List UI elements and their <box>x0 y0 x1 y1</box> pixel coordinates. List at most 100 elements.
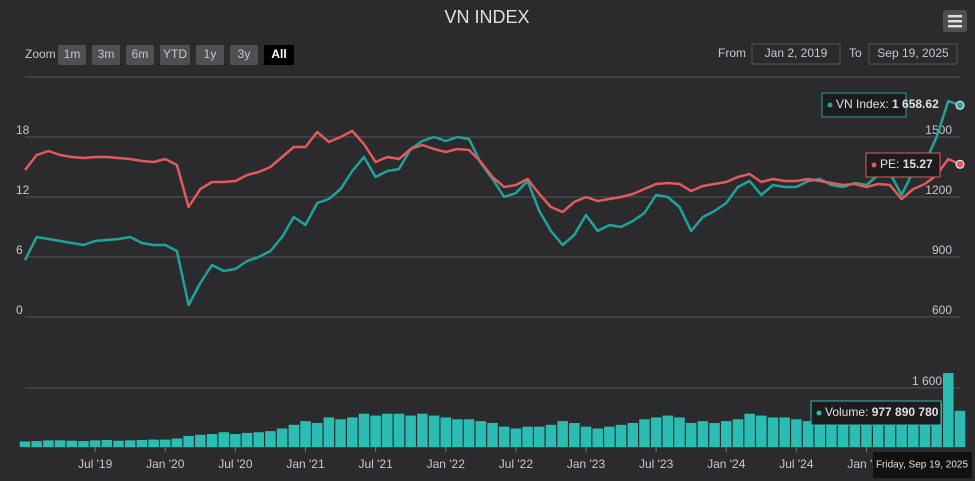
volume-bar <box>627 422 639 447</box>
volume-bar <box>744 413 755 447</box>
volume-bar <box>136 439 148 447</box>
zoom-button-label: YTD <box>163 47 187 61</box>
volume-bar <box>674 417 685 447</box>
tooltip-box <box>810 400 942 426</box>
volume-bar <box>288 424 300 447</box>
volume-bar <box>954 410 966 447</box>
volume-bar <box>405 415 416 447</box>
volume-bar <box>767 417 779 447</box>
zoom-button[interactable] <box>264 45 294 65</box>
volume-bar <box>837 422 849 447</box>
zoom-label: Zoom <box>25 47 56 61</box>
volume-bar <box>66 440 78 447</box>
tooltip-text: VN Index: 1 658.62 <box>836 97 939 111</box>
volume-bar <box>253 432 265 447</box>
volume-bar <box>896 413 907 447</box>
tooltip-value: 15.27 <box>903 157 933 171</box>
last-point-marker <box>955 100 965 110</box>
volume-bar <box>732 419 744 447</box>
volume-bar <box>487 422 498 447</box>
y-tick-label: 12 <box>16 183 30 197</box>
volume-bar <box>124 440 136 447</box>
volume-bar <box>826 424 837 447</box>
zoom-buttons: 1m 3m 6m YTD 1y 3y All <box>58 45 294 65</box>
volume-bar <box>101 439 113 447</box>
volume-bar <box>183 435 194 447</box>
volume-bar <box>358 413 370 447</box>
volume-bar <box>417 413 428 447</box>
volume-bar <box>206 434 218 447</box>
volume-bar <box>43 440 54 447</box>
to-input[interactable] <box>868 43 958 65</box>
zoom-button[interactable] <box>160 45 190 65</box>
to-date: Sep 19, 2025 <box>877 46 949 60</box>
y-tick-label: 18 <box>16 123 30 137</box>
from-label: From <box>718 46 746 60</box>
tooltip-dot <box>816 410 822 416</box>
volume-bar <box>884 417 896 447</box>
y2-tick-label: 1200 <box>925 183 952 197</box>
zoom-button[interactable] <box>92 45 120 65</box>
x-tick-label: Jan '23 <box>567 457 606 471</box>
volume-bar <box>709 422 720 447</box>
volume-bar <box>907 417 919 447</box>
volume-bar <box>19 441 31 447</box>
tooltip-text: Volume: 977 890 780 <box>825 405 939 419</box>
volume-bar <box>452 419 463 447</box>
volume-bar <box>276 428 288 447</box>
tooltip-text: PE: 15.27 <box>880 157 933 171</box>
date-tooltip-box <box>873 452 972 478</box>
volume-bar <box>697 421 709 447</box>
volume-bar <box>545 424 557 447</box>
zoom-button-label: All <box>271 47 286 61</box>
tooltip-box <box>865 152 941 178</box>
tooltip-value: 977 890 780 <box>872 405 939 419</box>
volume-bar <box>335 419 346 447</box>
volume-bar <box>78 441 89 447</box>
zoom-button[interactable] <box>58 45 86 65</box>
volume-bar <box>370 415 381 447</box>
volume-bar <box>393 413 405 447</box>
last-point-marker <box>955 159 965 169</box>
x-tick-label: Jul '24 <box>779 457 814 471</box>
volume-bar <box>756 415 767 447</box>
volume-bar <box>802 421 814 447</box>
zoom-button-label: 6m <box>132 47 149 61</box>
volume-bar <box>533 426 545 447</box>
tooltip-name: VN Index <box>836 97 885 111</box>
x-tick-label: Jul '20 <box>218 457 253 471</box>
volume-bar <box>113 440 124 447</box>
y2-tick-label: 900 <box>932 243 952 257</box>
volume-bar <box>615 424 627 447</box>
line-series <box>24 129 961 214</box>
tooltip-dot <box>871 162 877 168</box>
volume-bar <box>498 426 510 447</box>
y-tick-label: 6 <box>16 243 23 257</box>
volume-bar <box>89 440 101 447</box>
volume-bar <box>557 421 568 447</box>
volume-bar <box>346 417 358 447</box>
chart-title: VN INDEX <box>444 7 529 27</box>
volume-bar <box>604 426 615 447</box>
volume-bar <box>218 432 229 447</box>
zoom-button[interactable] <box>196 45 224 65</box>
y3-tick-label: 1 600M <box>912 374 952 388</box>
x-tick-label: Jul '22 <box>499 457 534 471</box>
menu-button[interactable] <box>943 10 967 32</box>
volume-bar <box>241 432 253 447</box>
zoom-button[interactable] <box>126 45 154 65</box>
volume-bar <box>861 424 872 447</box>
from-input[interactable] <box>751 43 841 65</box>
to-label: To <box>849 46 862 60</box>
volume-bar <box>265 431 276 447</box>
x-tick-label: Jul '23 <box>639 457 674 471</box>
volume-bar <box>159 439 171 447</box>
volume-bar <box>54 440 66 447</box>
volume-bar <box>849 424 861 447</box>
zoom-button[interactable] <box>230 45 258 65</box>
volume-bar <box>323 417 335 447</box>
volume-bar <box>779 417 790 447</box>
volume-bar <box>171 438 183 447</box>
